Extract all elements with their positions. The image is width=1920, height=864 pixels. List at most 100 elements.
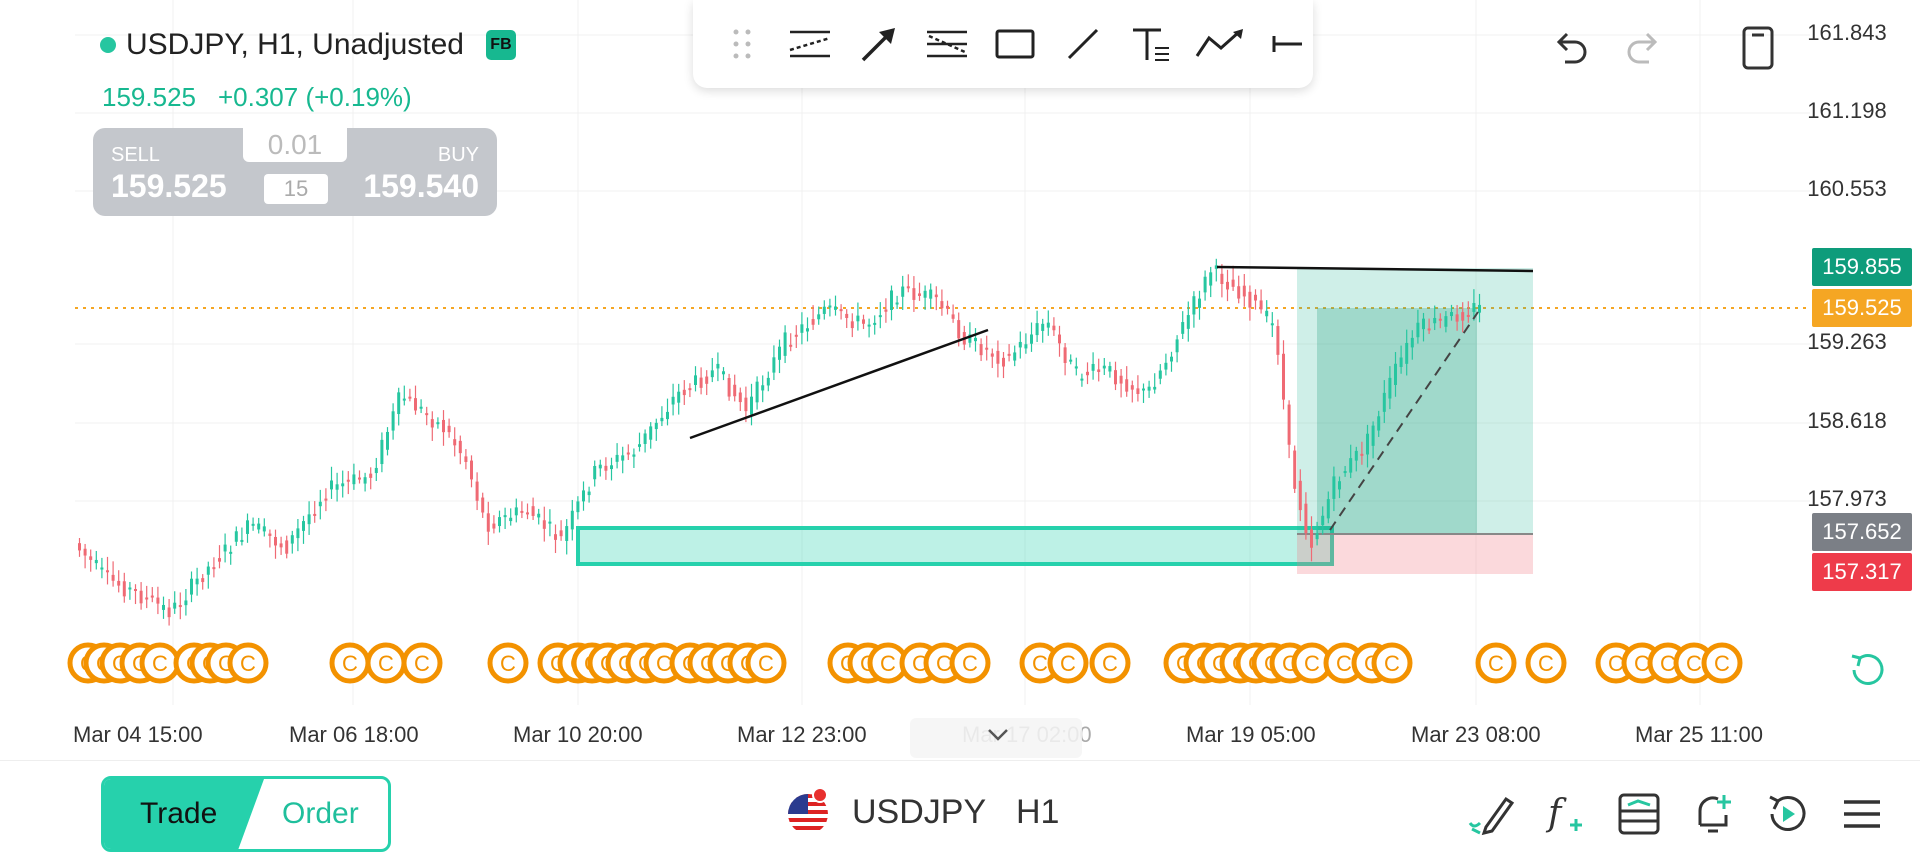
sell-label[interactable]: SELL (111, 144, 160, 166)
svg-text:C: C (758, 651, 774, 676)
candle (951, 304, 955, 323)
candle (744, 386, 748, 423)
candle (1254, 289, 1257, 310)
svg-text:C: C (240, 651, 256, 676)
economic-event-marker[interactable]: C (139, 642, 181, 684)
candle (1018, 331, 1022, 359)
candle (1069, 354, 1073, 365)
candle (1181, 311, 1185, 339)
drawing-pencil-icon[interactable] (1466, 789, 1516, 839)
candle (391, 403, 395, 440)
candle (1074, 357, 1078, 376)
lot-size-input[interactable]: 0.01 (243, 128, 347, 162)
trend-line[interactable] (689, 328, 989, 440)
svg-text:C: C (1538, 651, 1554, 676)
trade-order-toggle[interactable]: Trade Order (101, 776, 391, 852)
templates-icon[interactable] (1614, 789, 1664, 839)
economic-event-marker[interactable]: C (1371, 642, 1413, 684)
candle (610, 457, 613, 481)
buy-price-button[interactable]: 159.540 (363, 168, 479, 204)
candle (1035, 310, 1039, 343)
resistance-line[interactable] (1216, 265, 1534, 273)
indicators-fx-icon[interactable]: f (1540, 789, 1590, 839)
device-icon[interactable] (1732, 22, 1784, 74)
price-chart[interactable]: CCCCCCCCCCCCCCCCCCCCCCCCCCCCCCCCCCCCCCCC… (0, 0, 1920, 760)
candle (772, 345, 776, 381)
trend-line-icon[interactable] (1058, 18, 1108, 70)
economic-event-marker[interactable]: C (1525, 642, 1567, 684)
candle (587, 486, 591, 503)
economic-event-marker[interactable]: C (1475, 642, 1517, 684)
candle (184, 589, 188, 616)
horizontal-ray-icon[interactable] (1263, 18, 1313, 70)
time-axis-label: Mar 23 08:00 (1411, 722, 1541, 747)
economic-event-marker[interactable]: C (365, 642, 407, 684)
economic-event-marker[interactable]: C (487, 642, 529, 684)
svg-text:C: C (1384, 651, 1400, 676)
candle (794, 325, 798, 349)
economic-event-marker[interactable]: C (227, 642, 269, 684)
candle (425, 406, 429, 426)
candle (688, 383, 692, 398)
bottom-symbol[interactable]: USDJPY (852, 793, 987, 831)
candle (632, 448, 636, 468)
candle (761, 375, 765, 403)
tab-trade[interactable]: Trade (104, 779, 264, 849)
redo-icon[interactable] (1617, 22, 1669, 74)
sell-price-button[interactable]: 159.525 (111, 168, 227, 204)
candle (1360, 441, 1364, 465)
candle (1170, 351, 1173, 372)
candle (190, 571, 193, 603)
candle (358, 470, 361, 484)
candle (1338, 476, 1341, 499)
economic-event-marker[interactable]: C (1089, 642, 1131, 684)
svg-text:C: C (1686, 651, 1702, 676)
parallel-channel-icon[interactable] (785, 18, 835, 70)
symbol-header[interactable]: USDJPY, H1, Unadjusted FB (100, 28, 516, 62)
candle (1270, 312, 1274, 338)
undo-icon[interactable] (1545, 22, 1597, 74)
candle (352, 463, 356, 490)
candle (531, 497, 535, 520)
economic-event-marker[interactable]: C (329, 642, 371, 684)
tab-order[interactable]: Order (282, 797, 359, 830)
polyline-icon[interactable] (1195, 18, 1245, 70)
long-position-profit-zone[interactable] (1297, 268, 1533, 534)
replay-icon[interactable] (1762, 789, 1812, 839)
price-tag: 159.855 (1812, 248, 1912, 286)
reset-chart-icon[interactable] (1846, 648, 1890, 692)
candle (251, 517, 255, 531)
time-axis-label: Mar 06 18:00 (289, 722, 419, 747)
economic-event-marker[interactable]: C (867, 642, 909, 684)
candle (363, 472, 367, 492)
candle (430, 411, 434, 441)
drag-handle-icon[interactable] (717, 18, 767, 70)
long-position-stop-zone[interactable] (1297, 534, 1533, 574)
bottom-timeframe[interactable]: H1 (1016, 793, 1060, 831)
svg-text:C: C (378, 651, 394, 676)
fib-retracement-icon[interactable] (922, 18, 972, 70)
candle (470, 455, 473, 488)
text-icon[interactable] (1126, 18, 1176, 70)
arrow-icon[interactable] (853, 18, 903, 70)
candle (257, 517, 261, 534)
rectangle-icon[interactable] (990, 18, 1040, 70)
economic-event-marker[interactable]: C (1323, 642, 1365, 684)
economic-event-marker[interactable]: C (1701, 642, 1743, 684)
economic-event-marker[interactable]: C (745, 642, 787, 684)
candle (436, 417, 440, 429)
economic-event-marker[interactable]: C (401, 642, 443, 684)
alert-bell-icon[interactable] (1688, 789, 1738, 839)
svg-text:C: C (414, 651, 430, 676)
candle (335, 472, 339, 502)
buy-label[interactable]: BUY (437, 144, 479, 166)
demand-zone-rectangle[interactable] (576, 526, 1334, 566)
menu-icon[interactable] (1838, 789, 1888, 839)
economic-event-marker[interactable]: C (949, 642, 991, 684)
candle (1298, 469, 1302, 522)
candle (867, 318, 871, 338)
candle (1282, 340, 1285, 410)
candle (94, 550, 98, 570)
economic-event-marker[interactable]: C (1047, 642, 1089, 684)
chevron-down-icon[interactable] (986, 726, 1010, 749)
